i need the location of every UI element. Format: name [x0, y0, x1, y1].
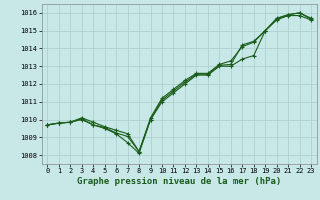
X-axis label: Graphe pression niveau de la mer (hPa): Graphe pression niveau de la mer (hPa): [77, 177, 281, 186]
